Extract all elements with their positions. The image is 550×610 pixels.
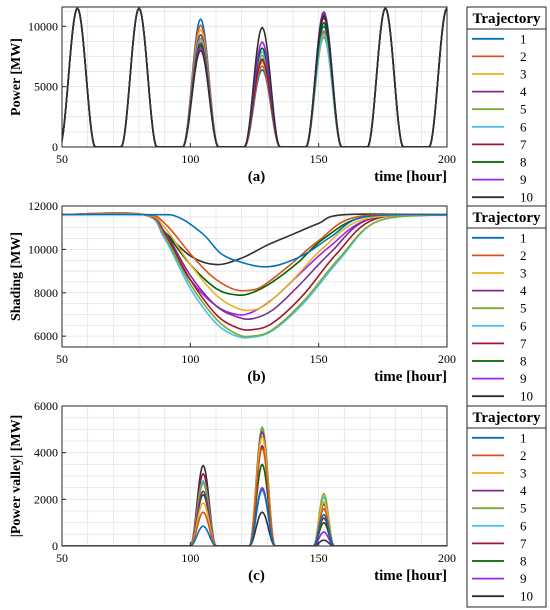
legend: Trajectory 1 2 3 4 5 6 7 8 9 10 bbox=[466, 405, 547, 608]
series-line-2 bbox=[62, 447, 447, 546]
y-tick-label: 6000 bbox=[34, 329, 58, 343]
legend-entry-6: 6 bbox=[520, 518, 527, 533]
panel-label: (a) bbox=[248, 169, 266, 185]
legend-entry-10: 10 bbox=[520, 389, 533, 404]
legend-entry-4: 4 bbox=[520, 283, 527, 298]
y-tick-label: 2000 bbox=[34, 492, 58, 506]
legend-entry-10: 10 bbox=[520, 190, 533, 205]
axes-box bbox=[61, 205, 448, 348]
series-line-1 bbox=[62, 489, 447, 546]
y-axis-label: Power [MW] bbox=[9, 38, 24, 116]
series-group bbox=[62, 7, 447, 147]
x-tick-label: 150 bbox=[310, 352, 328, 366]
legend-entry-7: 7 bbox=[520, 137, 527, 152]
series-line-9 bbox=[62, 212, 447, 316]
x-axis-label: time [hour] bbox=[374, 169, 447, 185]
series-line-2 bbox=[62, 213, 447, 292]
legend-entry-1: 1 bbox=[520, 230, 527, 245]
series-line-3 bbox=[62, 212, 447, 312]
x-tick-label: 50 bbox=[56, 352, 68, 366]
legend: Trajectory 1 2 3 4 5 6 7 8 9 10 bbox=[466, 6, 547, 209]
x-tick-label: 200 bbox=[438, 352, 456, 366]
x-tick-label: 50 bbox=[56, 551, 68, 565]
x-tick-label: 200 bbox=[438, 551, 456, 565]
legend-title: Trajectory bbox=[472, 410, 541, 426]
legend-entry-8: 8 bbox=[520, 155, 527, 170]
legend-entry-3: 3 bbox=[520, 67, 527, 82]
panel-label: (b) bbox=[247, 369, 265, 385]
y-axis-label: |Power valley| [MW] bbox=[9, 415, 24, 538]
legend-entry-4: 4 bbox=[520, 84, 527, 99]
series-group bbox=[62, 212, 447, 339]
legend-entry-1: 1 bbox=[520, 430, 527, 445]
y-tick-label: 10000 bbox=[28, 19, 58, 33]
axes-box bbox=[61, 405, 448, 547]
series-line-5 bbox=[62, 212, 447, 338]
legend-entry-6: 6 bbox=[520, 119, 527, 134]
legend-entry-9: 9 bbox=[520, 371, 527, 386]
x-axis-label: time [hour] bbox=[374, 369, 447, 385]
series-line-10 bbox=[62, 464, 447, 546]
y-tick-label: 12000 bbox=[28, 199, 58, 213]
legend-box bbox=[466, 405, 547, 608]
legend-entry-7: 7 bbox=[520, 536, 527, 551]
x-tick-label: 100 bbox=[181, 152, 199, 166]
legend-title: Trajectory bbox=[472, 210, 541, 226]
series-line-8 bbox=[62, 212, 447, 297]
x-tick-label: 150 bbox=[310, 152, 328, 166]
series-line-10 bbox=[62, 212, 447, 266]
legend-entry-9: 9 bbox=[520, 571, 527, 586]
legend-entry-5: 5 bbox=[520, 501, 527, 516]
legend-title: Trajectory bbox=[472, 11, 541, 27]
axes-box bbox=[61, 6, 448, 148]
panel-1: 50 100 150 200 0 5000 10000 Power [MW] time [hou… bbox=[9, 6, 547, 209]
series-line-4 bbox=[62, 212, 447, 321]
y-tick-label: 4000 bbox=[34, 446, 58, 460]
legend-entry-6: 6 bbox=[520, 318, 527, 333]
grid bbox=[61, 205, 448, 348]
legend-entry-8: 8 bbox=[520, 354, 527, 369]
legend-entry-3: 3 bbox=[520, 266, 527, 281]
y-tick-label: 10000 bbox=[28, 242, 58, 256]
legend-entry-2: 2 bbox=[520, 49, 527, 64]
legend-entry-9: 9 bbox=[520, 172, 527, 187]
series-group bbox=[62, 426, 447, 546]
legend-box bbox=[466, 205, 547, 408]
legend-entry-2: 2 bbox=[520, 248, 527, 263]
y-axis-label: Shading [MW] bbox=[9, 232, 24, 321]
legend-entry-10: 10 bbox=[520, 589, 533, 604]
x-tick-label: 100 bbox=[181, 551, 199, 565]
y-tick-label: 0 bbox=[52, 539, 58, 553]
x-tick-label: 200 bbox=[438, 152, 456, 166]
legend-entry-5: 5 bbox=[520, 102, 527, 117]
legend-entry-4: 4 bbox=[520, 483, 527, 498]
x-axis-label: time [hour] bbox=[374, 568, 447, 584]
x-tick-label: 150 bbox=[310, 551, 328, 565]
legend-entry-8: 8 bbox=[520, 554, 527, 569]
y-tick-label: 5000 bbox=[34, 80, 58, 94]
legend-entry-5: 5 bbox=[520, 301, 527, 316]
series-line-1 bbox=[62, 213, 447, 268]
legend-entry-1: 1 bbox=[520, 31, 527, 46]
series-line-10 bbox=[62, 7, 447, 147]
y-tick-label: 8000 bbox=[34, 286, 58, 300]
y-tick-label: 6000 bbox=[34, 399, 58, 413]
panel-label: (c) bbox=[248, 568, 265, 584]
legend-entry-2: 2 bbox=[520, 448, 527, 463]
series-line-6 bbox=[62, 212, 447, 339]
x-tick-label: 50 bbox=[56, 152, 68, 166]
legend-box bbox=[466, 6, 547, 209]
series-line-7 bbox=[62, 212, 447, 331]
y-tick-label: 0 bbox=[52, 140, 58, 154]
legend-entry-3: 3 bbox=[520, 466, 527, 481]
panel-2: 50 100 150 200 6000 8000 10000 12000 Shading [MW… bbox=[9, 199, 547, 408]
x-tick-label: 100 bbox=[181, 352, 199, 366]
legend-entry-7: 7 bbox=[520, 336, 527, 351]
legend: Trajectory 1 2 3 4 5 6 7 8 9 10 bbox=[466, 205, 547, 408]
grid bbox=[61, 7, 448, 148]
